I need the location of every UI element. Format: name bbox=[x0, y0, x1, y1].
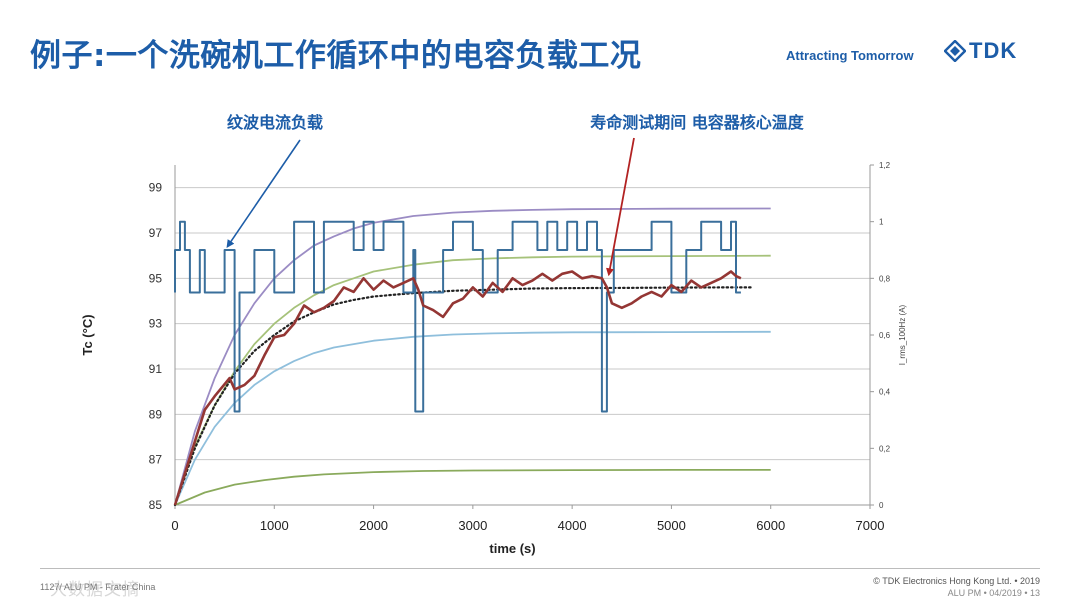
footer-page-info: ALU PM • 04/2019 • 13 bbox=[947, 588, 1040, 598]
x-tick-label: 2000 bbox=[359, 518, 388, 533]
y-axis-label: Tc (°C) bbox=[80, 314, 95, 355]
series-ripple-current bbox=[174, 220, 741, 413]
y2-tick-label: 1,2 bbox=[879, 161, 891, 170]
y-tick-label: 93 bbox=[149, 317, 163, 331]
y2-tick-label: 0 bbox=[879, 501, 884, 510]
axes bbox=[174, 164, 874, 509]
series-average-fit bbox=[173, 286, 753, 507]
tagline: Attracting Tomorrow bbox=[786, 48, 914, 63]
x-tick-label: 6000 bbox=[756, 518, 785, 533]
y2-tick-label: 0,8 bbox=[879, 274, 891, 283]
x-tick-label: 0 bbox=[171, 518, 178, 533]
series-exp-98 bbox=[174, 207, 771, 506]
annotation-ripple-current: 纹波电流负载 bbox=[227, 113, 323, 132]
x-axis-label: time (s) bbox=[489, 541, 535, 556]
y2-tick-label: 0,2 bbox=[879, 444, 891, 453]
x-tick-label: 7000 bbox=[856, 518, 885, 533]
series-lines bbox=[173, 207, 771, 507]
series-exp-92.6 bbox=[174, 330, 771, 506]
annotation-arrow-temperature bbox=[606, 137, 635, 277]
y-tick-label: 99 bbox=[149, 181, 163, 195]
y-tick-label: 85 bbox=[149, 498, 163, 512]
footer-right: © TDK Electronics Hong Kong Ltd. • 2019 … bbox=[873, 575, 1040, 599]
y2-tick-label: 1 bbox=[879, 218, 884, 227]
y-tick-label: 97 bbox=[149, 226, 163, 240]
tick-labels: 85 87 89 91 93 95 97 99 0 1000 2000 3000 4000 5000 600… bbox=[149, 161, 891, 533]
footer-divider bbox=[40, 568, 1040, 569]
tdk-logo: TDK bbox=[944, 37, 1017, 65]
gridlines bbox=[175, 187, 870, 461]
y-tick-label: 89 bbox=[149, 407, 163, 421]
y2-tick-label: 0,4 bbox=[879, 388, 891, 397]
series-capacitor-core-temperature bbox=[173, 270, 742, 506]
annotation-arrow-ripple bbox=[226, 139, 301, 248]
x-tick-label: 4000 bbox=[558, 518, 587, 533]
watermark: 大数据文摘 bbox=[50, 580, 140, 600]
y2-axis-label: I_rms_100Hz (A) bbox=[898, 304, 907, 365]
logo-text: TDK bbox=[969, 38, 1018, 63]
x-tick-label: 3000 bbox=[458, 518, 487, 533]
x-tick-label: 1000 bbox=[260, 518, 289, 533]
annotation-core-temperature: 寿命测试期间 电容器核心温度 bbox=[590, 113, 805, 132]
footer-copyright: © TDK Electronics Hong Kong Ltd. • 2019 bbox=[873, 576, 1040, 586]
series-exp-86.5 bbox=[174, 468, 771, 506]
y-tick-label: 95 bbox=[149, 271, 163, 285]
y-tick-label: 91 bbox=[149, 362, 163, 376]
footer-left: 1127/ ALU PM - Frater China bbox=[40, 582, 156, 592]
slide-title: 例子:一个洗碗机工作循环中的电容负载工况 bbox=[30, 38, 642, 74]
annotations: 纹波电流负载 寿命测试期间 电容器核心温度 bbox=[226, 113, 805, 277]
y2-tick-label: 0,6 bbox=[879, 331, 891, 340]
tdk-logo-icon bbox=[944, 40, 966, 62]
y-tick-label: 87 bbox=[149, 453, 163, 467]
x-tick-label: 5000 bbox=[657, 518, 686, 533]
